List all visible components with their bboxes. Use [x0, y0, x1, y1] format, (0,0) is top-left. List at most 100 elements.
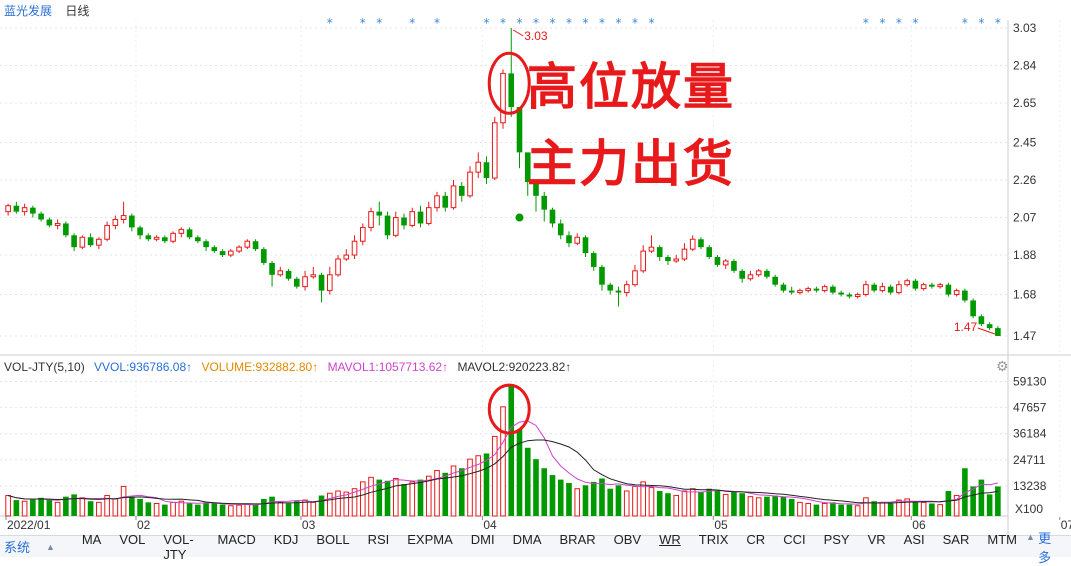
volume-bar — [607, 488, 614, 516]
volume-bar — [896, 499, 902, 517]
indicator-button-wr[interactable]: WR — [659, 531, 681, 547]
candle-body — [714, 257, 721, 265]
signal-star: * — [484, 16, 490, 30]
candle-body — [772, 276, 778, 285]
indicator-button-mtm[interactable]: MTM — [987, 531, 1017, 547]
candle-body — [252, 241, 259, 250]
indicator-button-trix[interactable]: TRIX — [698, 531, 729, 547]
candle-body — [970, 300, 976, 317]
volume-indicator-name[interactable]: VOL-JTY(5,10) — [4, 360, 85, 374]
candle-body — [607, 284, 614, 291]
indicator-button-vol[interactable]: VOL — [119, 531, 146, 547]
stock-name[interactable]: 蓝光发展 — [4, 4, 53, 18]
kline-chart[interactable]: 3.03 2.84 2.65 2.45 2.26 2.07 1.88 1.68 1.47 5913… — [0, 0, 1071, 535]
volume-bar — [838, 504, 844, 516]
candle-body — [656, 247, 663, 258]
candle-body — [557, 223, 564, 236]
indicator-button-vr[interactable]: VR — [867, 531, 886, 547]
date-tick-label: 2022/01 — [7, 518, 51, 532]
price-tick-label: 2.26 — [1013, 173, 1037, 187]
indicator-button-rsi[interactable]: RSI — [367, 531, 390, 547]
candle-body — [318, 274, 325, 291]
candle-body — [162, 237, 168, 242]
volume-tick-label: 47657 — [1013, 401, 1047, 415]
indicator-button-kdj[interactable]: KDJ — [273, 531, 299, 547]
volume-bar — [335, 490, 341, 517]
volume-bar — [632, 485, 638, 517]
volume-bar — [970, 486, 976, 516]
volume-bar — [978, 479, 985, 516]
date-tick-label: 07 — [1061, 518, 1071, 532]
volume-bar — [821, 502, 828, 517]
volume-bar — [450, 465, 457, 517]
more-button[interactable]: 更多 — [1038, 530, 1052, 565]
volume-bar — [203, 502, 209, 516]
volume-bar — [995, 486, 1001, 516]
indicator-button-cr[interactable]: CR — [746, 531, 766, 547]
volume-bar — [326, 492, 333, 517]
candle-body — [821, 286, 828, 292]
candle-body — [648, 246, 655, 252]
candle-body — [995, 328, 1001, 336]
volume-bar — [582, 485, 589, 516]
volume-bar — [549, 475, 556, 516]
indicator-button-boll[interactable]: BOLL — [316, 531, 350, 547]
indicator-button-ma[interactable]: MA — [81, 531, 102, 547]
candle-body — [5, 205, 11, 213]
indicator-button-macd[interactable]: MACD — [217, 531, 256, 547]
price-tick-label: 1.47 — [1013, 329, 1037, 343]
annotation-line-2: 主力出货 — [527, 135, 735, 193]
indicator-button-obv[interactable]: OBV — [613, 531, 642, 547]
date-tick-label: 02 — [137, 518, 151, 532]
indicator-button-expma[interactable]: EXPMA — [407, 531, 453, 547]
volume-bar — [162, 504, 168, 516]
indicator-button-dmi[interactable]: DMI — [470, 531, 495, 547]
volume-bar — [359, 481, 366, 517]
indicator-button-sar[interactable]: SAR — [942, 531, 970, 547]
candle-body — [879, 286, 886, 292]
mavol2-line — [7, 439, 998, 505]
volume-bar — [755, 497, 762, 517]
candle-body — [38, 213, 44, 220]
volume-bar — [599, 478, 605, 516]
triangle-up-icon[interactable]: ▲ — [1025, 531, 1035, 542]
indicator-button-asi[interactable]: ASI — [903, 531, 925, 547]
volume-bar — [417, 479, 424, 516]
candle-body — [937, 284, 943, 288]
indicator-button-dma[interactable]: DMA — [512, 531, 542, 547]
volume-bar — [953, 495, 960, 517]
candle-body — [236, 246, 242, 252]
period-label[interactable]: 日线 — [65, 4, 90, 18]
triangle-up-icon[interactable]: ▲ — [46, 541, 55, 552]
candle-body — [640, 250, 647, 272]
candle-body — [516, 106, 523, 153]
price-tick-label: 2.07 — [1013, 211, 1037, 225]
volume-bar — [228, 505, 234, 517]
indicator-button-psy[interactable]: PSY — [823, 531, 850, 547]
gear-icon[interactable]: ⚙ — [996, 358, 1009, 374]
candle-body — [458, 185, 465, 196]
indicator-button-cci[interactable]: CCI — [783, 531, 806, 547]
system-menu-button[interactable]: 系统 — [4, 540, 31, 555]
volume-bar — [71, 494, 77, 516]
indicator-button-brar[interactable]: BRAR — [559, 531, 596, 547]
signal-star: * — [648, 16, 654, 30]
volume-bar — [30, 499, 36, 516]
volume-bar — [310, 501, 317, 517]
signal-star: * — [434, 16, 440, 30]
volume-bar — [648, 487, 655, 517]
annotation-line-1: 高位放量 — [527, 58, 735, 116]
volume-bar — [145, 502, 152, 516]
signal-star: * — [978, 16, 984, 30]
volume-bar — [21, 500, 28, 517]
volume-bar — [79, 497, 86, 517]
signal-star: * — [896, 16, 902, 30]
candle-body — [351, 240, 358, 256]
candle-body — [96, 238, 102, 246]
candle-body — [467, 171, 473, 197]
candle-body — [830, 286, 836, 293]
highlight-ellipse-price — [487, 51, 531, 115]
candle-body — [698, 239, 704, 248]
volume-unit-label: X100 — [1010, 501, 1070, 517]
indicator-button-vol-jty[interactable]: VOL-JTY — [163, 531, 194, 562]
